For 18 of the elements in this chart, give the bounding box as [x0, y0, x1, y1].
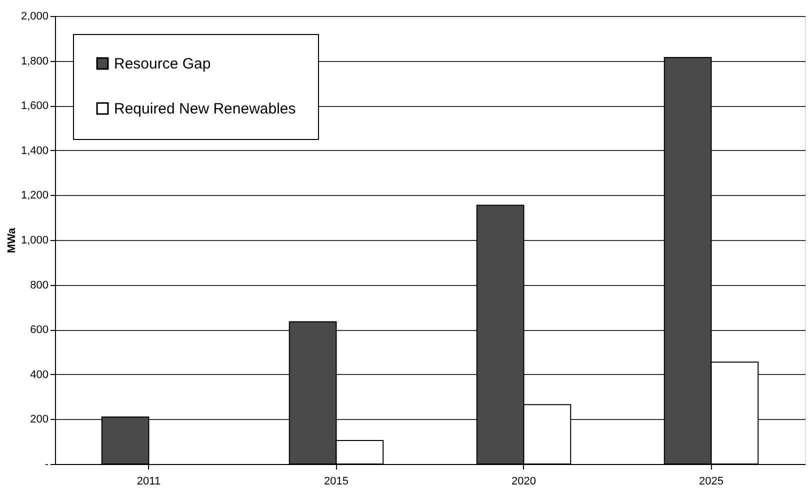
y-tick-label: -: [44, 458, 49, 470]
x-tick-label: 2025: [699, 476, 724, 488]
y-tick-label: 1,600: [20, 100, 48, 112]
y-tick-label: 1,200: [20, 190, 48, 202]
x-tick-label: 2020: [512, 476, 536, 488]
x-tick-label: 2015: [324, 476, 348, 488]
y-tick-label: 1,000: [20, 234, 48, 246]
legend-label: Required New Renewables: [114, 100, 296, 118]
legend-label: Resource Gap: [114, 56, 211, 72]
y-tick-label: 2,000: [20, 10, 48, 22]
x-tick-label: 2011: [136, 476, 161, 488]
y-tick-label: 400: [30, 368, 48, 381]
y-tick-label: 1,400: [20, 144, 48, 157]
y-tick-label: 200: [30, 414, 48, 426]
y-tick-label: 600: [30, 324, 48, 336]
y-tick-label: 800: [30, 279, 48, 292]
y-tick-label: 1,800: [20, 55, 48, 68]
y-axis-title: MWa: [6, 226, 18, 254]
